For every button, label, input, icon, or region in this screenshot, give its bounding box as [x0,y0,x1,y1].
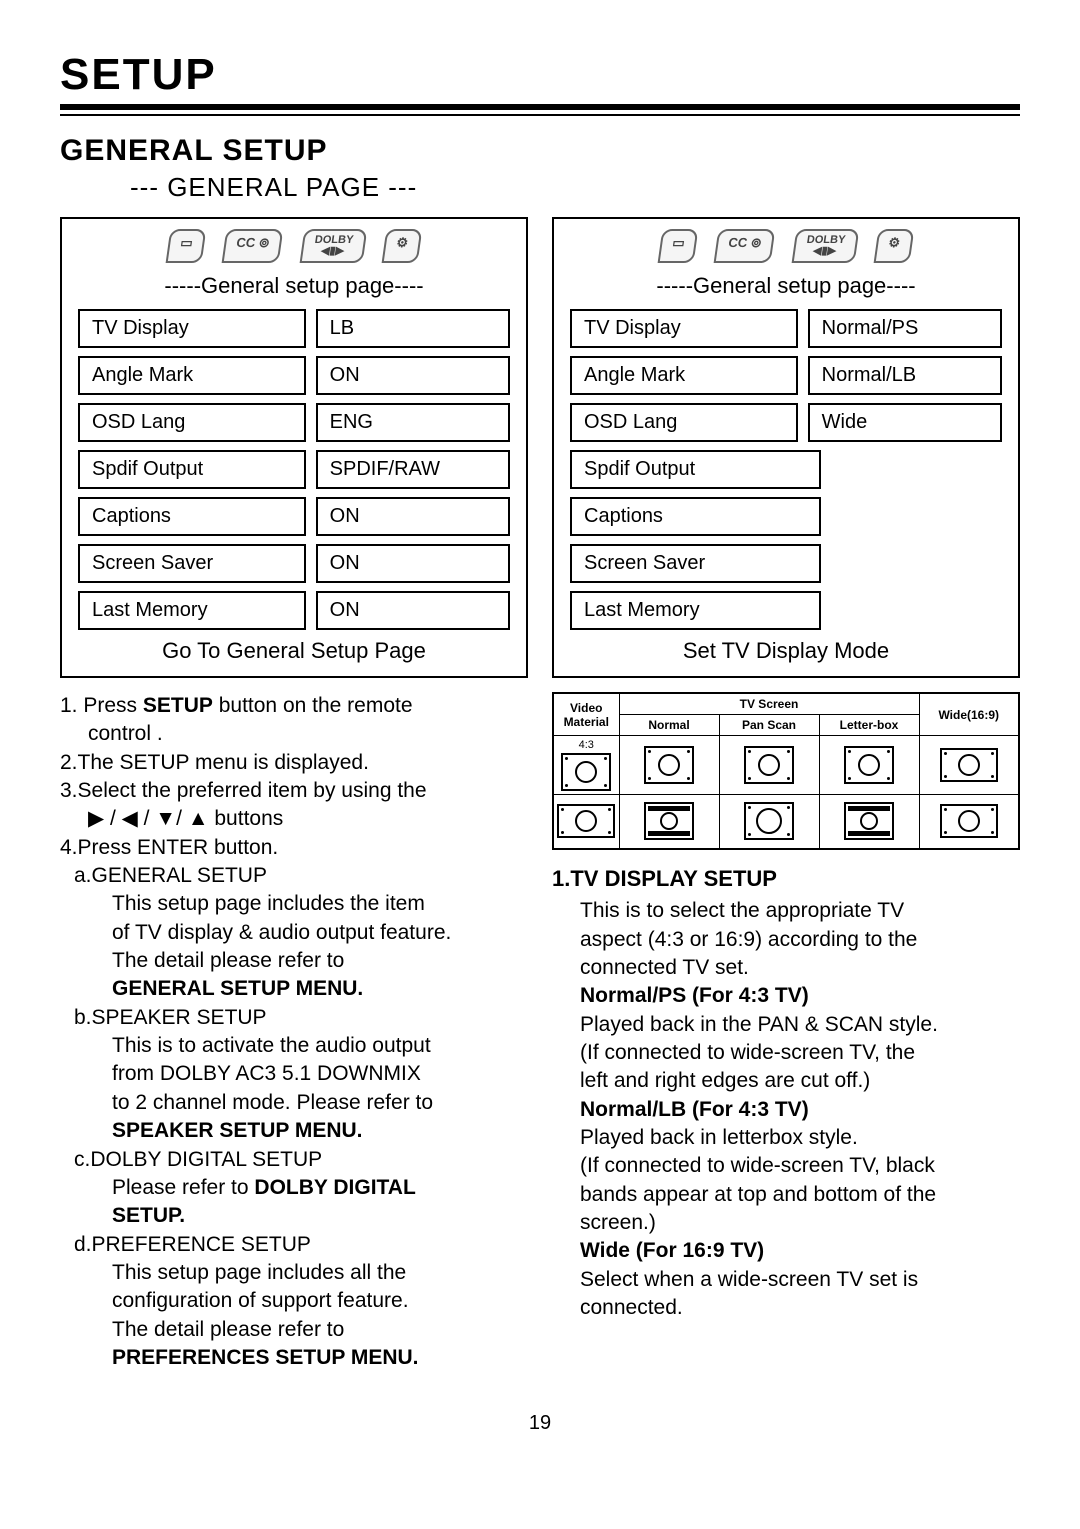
osd-row: Spdif Output SPDIF/RAW [72,450,516,489]
osd-label: OSD Lang [78,403,306,442]
osd-label: Spdif Output [78,450,306,489]
osd-panel-left: ▭ CC ⊚ DOLBY◀▮▶ ⚙ -----General setup pag… [60,217,528,678]
osd-value: LB [316,309,510,348]
pref-icon: ⚙ [874,229,914,263]
osd-row: Captions [564,497,1008,536]
osd-row: Screen Saver [564,544,1008,583]
instructions-left: 1. Press SETUP button on the remote cont… [60,692,528,1372]
osd-value: ENG [316,403,510,442]
aspect-col: Letter-box [819,715,919,736]
aspect-rowlabel: 4:3 [553,736,619,795]
osd-headline: -----General setup page---- [564,273,1008,299]
aspect-col: Pan Scan [719,715,819,736]
osd-row: Captions ON [72,497,516,536]
tv-icon: ▭ [658,229,699,263]
aspect-top-header: TV Screen [619,693,919,715]
osd-value: ON [316,544,510,583]
osd-row: Spdif Output [564,450,1008,489]
osd-row: Last Memory [564,591,1008,630]
osd-row: OSD Lang ENG [72,403,516,442]
osd-row: TV Display Normal/PS [564,309,1008,348]
osd-row: Screen Saver ON [72,544,516,583]
osd-label: Captions [78,497,306,536]
osd-label: TV Display [78,309,306,348]
osd-label: Last Memory [78,591,306,630]
osd-panel-right: ▭ CC ⊚ DOLBY◀▮▶ ⚙ -----General setup pag… [552,217,1020,678]
aspect-rowlabel [553,795,619,849]
osd-label: OSD Lang [570,403,798,442]
osd-label: Screen Saver [78,544,306,583]
tv-screen-icon [844,746,894,784]
tv-display-text: 1.TV DISPLAY SETUP This is to select the… [552,864,1020,1323]
page-number: 19 [60,1412,1020,1435]
tv-screen-icon [940,748,998,782]
aspect-col: Normal [619,715,719,736]
dolby-icon: DOLBY◀▮▶ [791,229,858,263]
osd-row: TV Display LB [72,309,516,348]
section-heading: GENERAL SETUP [60,134,1020,168]
tv-screen-icon [644,802,694,840]
tv-screen-icon [940,804,998,838]
osd-value: ON [316,591,510,630]
osd-label: TV Display [570,309,798,348]
osd-label: Angle Mark [570,356,798,395]
osd-label: Angle Mark [78,356,306,395]
aspect-table: Video Material TV Screen Wide(16:9) Norm… [552,692,1020,850]
osd-footer: Set TV Display Mode [564,638,1008,664]
cc-icon: CC ⊚ [222,229,284,263]
icon-row: ▭ CC ⊚ DOLBY◀▮▶ ⚙ [72,229,516,263]
tv-screen-icon [557,804,615,838]
icon-row: ▭ CC ⊚ DOLBY◀▮▶ ⚙ [564,229,1008,263]
tv-screen-icon [644,746,694,784]
osd-row: Angle Mark Normal/LB [564,356,1008,395]
osd-label: Screen Saver [570,544,821,583]
dolby-icon: DOLBY◀▮▶ [299,229,366,263]
osd-value: Normal/PS [808,309,1002,348]
aspect-corner: Video Material [553,693,619,736]
osd-footer: Go To General Setup Page [72,638,516,664]
osd-value: ON [316,497,510,536]
osd-label: Captions [570,497,821,536]
osd-value: ON [316,356,510,395]
section-subheading: --- GENERAL PAGE --- [130,172,1020,203]
tv-icon: ▭ [166,229,207,263]
osd-row: OSD Lang Wide [564,403,1008,442]
rule-thick [60,104,1020,110]
pref-icon: ⚙ [382,229,422,263]
osd-value: Wide [808,403,1002,442]
osd-label: Last Memory [570,591,821,630]
tv-screen-icon [844,802,894,840]
osd-value: Normal/LB [808,356,1002,395]
osd-row: Last Memory ON [72,591,516,630]
cc-icon: CC ⊚ [714,229,776,263]
aspect-wide-header: Wide(16:9) [919,693,1019,736]
osd-headline: -----General setup page---- [72,273,516,299]
tv-screen-icon [744,802,794,840]
osd-label: Spdif Output [570,450,821,489]
osd-row: Angle Mark ON [72,356,516,395]
tv-screen-icon [561,753,611,791]
osd-value: SPDIF/RAW [316,450,510,489]
page-title: SETUP [60,50,1020,100]
rule-thin [60,114,1020,116]
tv-screen-icon [744,746,794,784]
